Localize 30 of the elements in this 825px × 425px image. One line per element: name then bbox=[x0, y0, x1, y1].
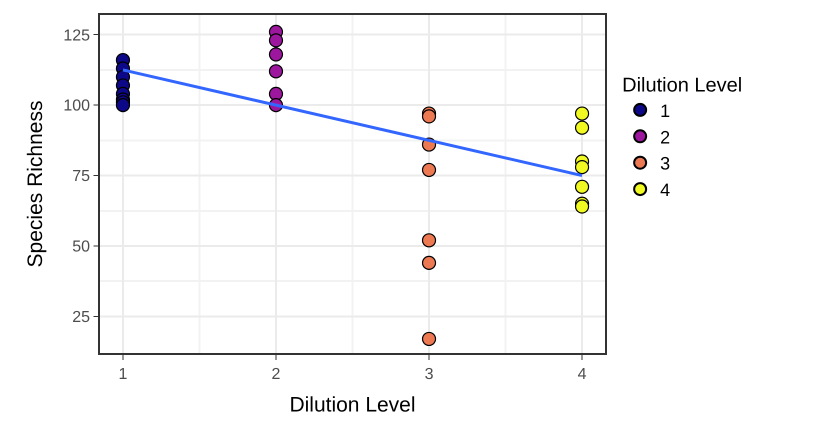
point bbox=[422, 256, 436, 270]
point bbox=[422, 162, 436, 178]
y-tick-label: 75 bbox=[72, 168, 90, 186]
y-axis-title: Species Richness bbox=[24, 100, 47, 268]
y-tick-label: 50 bbox=[72, 238, 90, 256]
point bbox=[268, 64, 284, 78]
point bbox=[574, 106, 590, 121]
point bbox=[268, 33, 284, 48]
point bbox=[268, 47, 284, 62]
y-tick-label: 125 bbox=[63, 27, 90, 44]
x-tick-label: 4 bbox=[578, 366, 587, 383]
x-axis-title: Dilution Level bbox=[289, 394, 416, 417]
point bbox=[574, 199, 590, 214]
point bbox=[574, 120, 590, 135]
x-tick-label: 1 bbox=[118, 366, 128, 383]
y-tick-label: 25 bbox=[72, 308, 90, 326]
legend-label: 1 bbox=[660, 100, 670, 121]
legend-label: 3 bbox=[660, 154, 670, 174]
legend-title: Dilution Level bbox=[622, 74, 742, 97]
point bbox=[574, 180, 590, 194]
legend-label: 4 bbox=[660, 180, 670, 200]
point bbox=[116, 98, 130, 112]
point bbox=[574, 160, 590, 174]
x-tick-label: 2 bbox=[272, 366, 281, 383]
point bbox=[422, 233, 436, 248]
x-tick-label: 3 bbox=[424, 366, 434, 383]
point bbox=[422, 109, 436, 124]
legend-label: 2 bbox=[660, 127, 670, 148]
y-tick-label: 100 bbox=[63, 98, 90, 115]
point bbox=[422, 332, 436, 346]
